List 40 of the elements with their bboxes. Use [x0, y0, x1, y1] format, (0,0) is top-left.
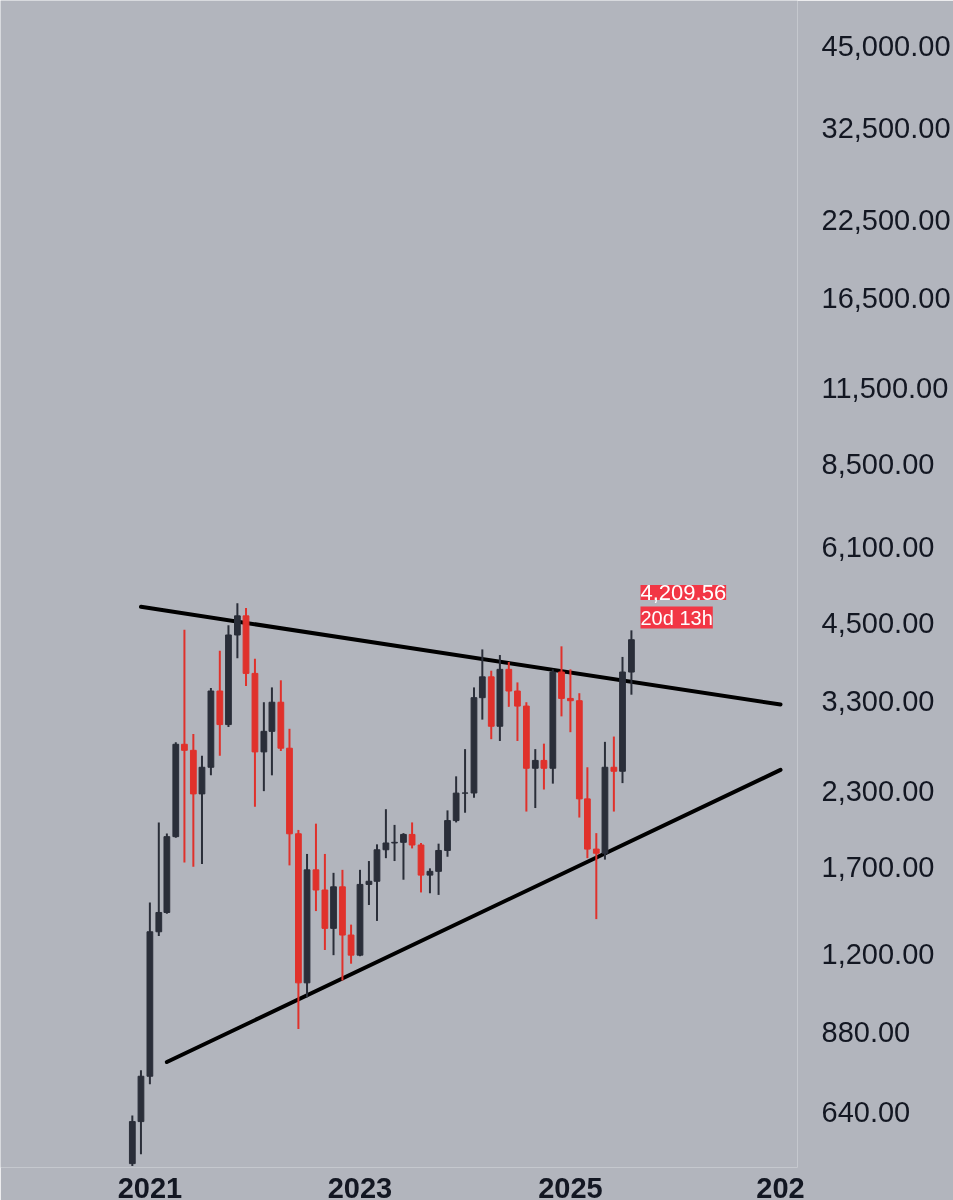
annotation: 4,209.56: [640, 580, 727, 605]
candlestick: [461, 748, 469, 814]
y-tick-label: 8,500.00: [821, 447, 935, 480]
y-tick-label: 22,500.00: [821, 203, 951, 236]
y-tick-label: 1,700.00: [821, 850, 935, 883]
x-tick-label: 2025: [538, 1171, 603, 1200]
candlestick: [260, 701, 268, 793]
candlestick: [426, 867, 434, 895]
candlestick: [435, 842, 442, 896]
y-tick-label: 6,100.00: [821, 530, 935, 563]
candlestick: [592, 832, 600, 921]
candlestick: [567, 668, 574, 734]
candlestick: [234, 602, 241, 660]
candlestick: [400, 832, 407, 881]
y-tick-label: 16,500.00: [821, 281, 951, 314]
candlestick: [478, 648, 486, 721]
candlestick: [610, 735, 618, 813]
x-tick-label: 2021: [117, 1171, 183, 1200]
candlestick: [514, 681, 521, 742]
candlestick: [347, 923, 355, 965]
x-tick-label: 2023: [327, 1171, 393, 1200]
y-tick-label: 45,000.00: [821, 30, 951, 63]
y-tick-label: 1,200.00: [821, 938, 935, 971]
candlestick: [408, 821, 416, 850]
annotation: 20d 13h: [640, 606, 713, 629]
y-tick-label: 32,500.00: [821, 111, 951, 144]
candlestick: [391, 823, 398, 863]
candlestick: [505, 661, 513, 708]
candlestick: [181, 628, 188, 864]
candlestick: [382, 808, 390, 860]
candlestick: [540, 742, 548, 791]
candlestick: [531, 748, 539, 810]
y-tick-label: 640.00: [821, 1095, 911, 1128]
y-tick-label: 3,300.00: [821, 684, 935, 717]
candlestick: [312, 822, 320, 913]
y-tick-label: 880.00: [821, 1015, 911, 1048]
y-tick-label: 4,500.00: [821, 607, 935, 639]
y-tick-label: 11,500.00: [821, 371, 949, 404]
x-tick-label: 202: [756, 1171, 805, 1200]
y-tick-label: 2,300.00: [821, 775, 935, 808]
